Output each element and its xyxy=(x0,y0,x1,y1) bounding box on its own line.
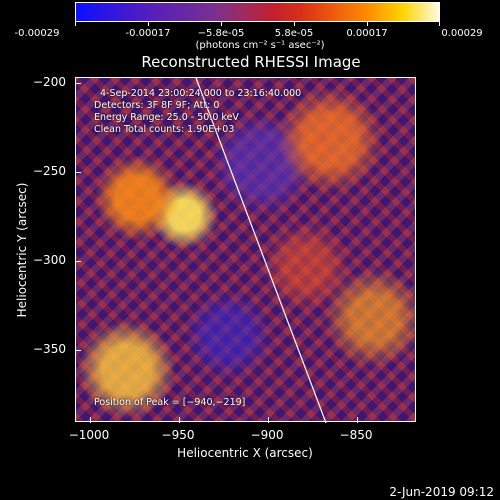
colorbar-unit-label: (photons cm⁻² s⁻¹ asec⁻²) xyxy=(195,40,325,51)
colorbar-tick-label: -0.00029 xyxy=(14,28,60,39)
x-tick-label: −950 xyxy=(161,428,195,442)
colorbar-tick-label: 0.00029 xyxy=(441,28,483,39)
clean-counts-text: Clean Total counts: 1.90E+03 xyxy=(94,124,235,135)
datestamp: 2-Jun-2019 09:12 xyxy=(389,485,494,499)
y-tick-label: −200 xyxy=(33,75,66,89)
x-tick-label: −900 xyxy=(250,428,284,442)
limb-line-layer xyxy=(195,78,327,423)
y-tick xyxy=(75,83,81,84)
colorbar-tick xyxy=(75,21,76,26)
y-axis-label: Heliocentric Y (arcsec) xyxy=(15,182,29,318)
y-tick xyxy=(75,261,81,262)
x-tick xyxy=(90,417,91,423)
colorbar-tick-label: −5.8e-05 xyxy=(197,28,245,39)
solar-limb-line xyxy=(195,78,327,423)
colorbar-tick xyxy=(294,21,295,26)
x-axis-label: Heliocentric X (arcsec) xyxy=(177,446,313,460)
plot-title: Reconstructed RHESSI Image xyxy=(141,53,361,71)
x-tick xyxy=(268,417,269,423)
x-tick xyxy=(179,417,180,423)
peak-position-text: Position of Peak = [−940,−219] xyxy=(94,397,246,408)
colorbar-tick xyxy=(148,21,149,26)
y-tick xyxy=(75,172,81,173)
time-range-text: 4-Sep-2014 23:00:24.000 to 23:16:40.000 xyxy=(100,88,302,99)
colorbar-tick xyxy=(439,21,440,26)
y-tick xyxy=(75,350,81,351)
colorbar-tick-label: -0.00017 xyxy=(125,28,171,39)
colorbar-tick xyxy=(367,21,368,26)
colorbar-tick-label: 0.00017 xyxy=(346,28,388,39)
colorbar-tick-label: 5.8e-05 xyxy=(274,28,314,39)
energy-range-text: Energy Range: 25.0 - 50.0 keV xyxy=(94,112,239,123)
x-tick xyxy=(357,417,358,423)
y-tick-label: −300 xyxy=(33,253,66,267)
colorbar-tick xyxy=(221,21,222,26)
colorbar xyxy=(75,2,440,22)
y-tick-label: −350 xyxy=(33,342,66,356)
x-tick-label: −850 xyxy=(339,428,373,442)
image-plot: 4-Sep-2014 23:00:24.000 to 23:16:40.000 … xyxy=(75,77,416,423)
y-tick-label: −250 xyxy=(33,164,66,178)
detectors-text: Detectors: 3F 8F 9F; Att: 0 xyxy=(94,100,220,111)
x-tick-label: −1000 xyxy=(68,428,110,442)
